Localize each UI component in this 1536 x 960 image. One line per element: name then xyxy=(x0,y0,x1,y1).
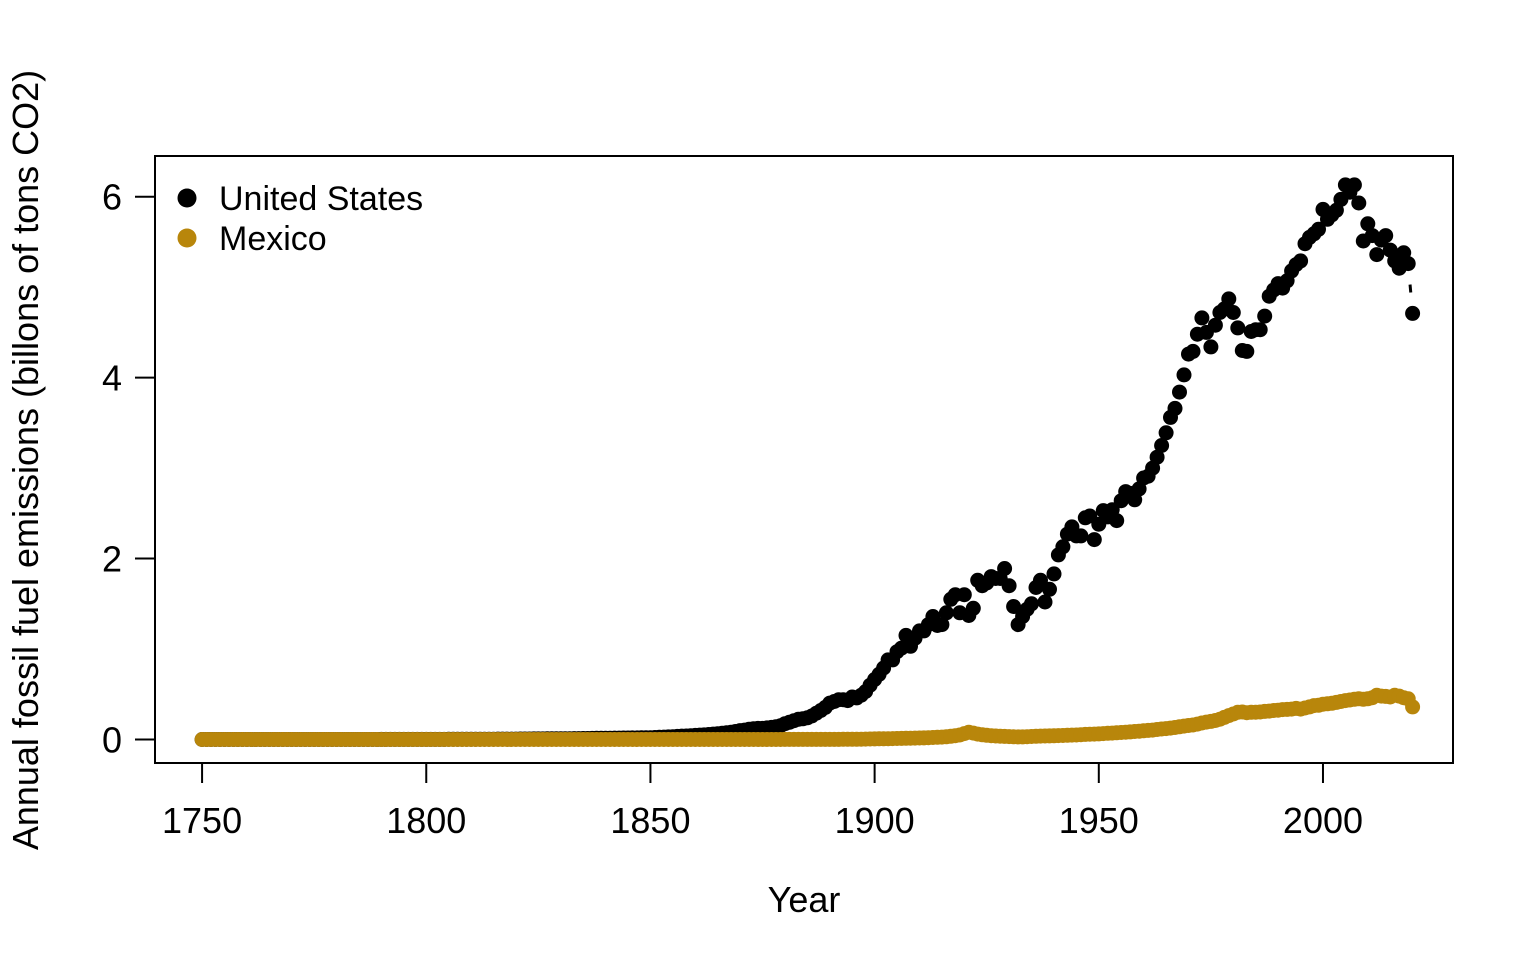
data-point xyxy=(1086,532,1102,548)
data-point xyxy=(1369,247,1385,263)
x-axis-title: Year xyxy=(768,879,841,920)
y-tick-label: 2 xyxy=(102,539,122,580)
data-point xyxy=(1405,699,1421,715)
data-point xyxy=(1172,384,1187,400)
data-point xyxy=(1154,438,1170,453)
x-tick-label: 1750 xyxy=(162,800,242,841)
legend-label-united-states: United States xyxy=(219,180,423,218)
data-point xyxy=(1230,320,1246,336)
data-point xyxy=(1257,308,1273,324)
y-tick-label: 4 xyxy=(102,358,122,399)
series-connector xyxy=(1408,284,1413,293)
data-point xyxy=(1311,221,1326,237)
y-tick-label: 6 xyxy=(102,177,122,218)
x-tick-label: 1950 xyxy=(1059,800,1139,841)
data-point xyxy=(1001,578,1017,594)
x-tick-label: 1900 xyxy=(835,800,915,841)
data-point xyxy=(956,587,972,603)
data-point xyxy=(1351,195,1367,211)
data-point xyxy=(1207,317,1223,333)
data-point xyxy=(1194,310,1210,326)
data-point xyxy=(1360,216,1376,232)
data-point xyxy=(1400,256,1416,272)
series-united-states xyxy=(194,177,1421,747)
data-point xyxy=(1378,228,1394,244)
data-point xyxy=(1405,305,1421,321)
data-point xyxy=(1176,367,1192,383)
legend-label-mexico: Mexico xyxy=(219,220,327,258)
plot-frame xyxy=(154,155,1454,764)
x-tick-label: 1800 xyxy=(386,800,466,841)
data-series-layer xyxy=(194,177,1421,747)
legend-marker-united-states xyxy=(177,188,197,208)
data-point xyxy=(997,561,1013,576)
y-tick-label: 0 xyxy=(102,719,122,760)
data-point xyxy=(1185,343,1201,359)
legend-marker-mexico xyxy=(177,228,197,248)
data-point xyxy=(965,600,981,616)
series-mexico xyxy=(194,687,1421,747)
x-tick-label: 1850 xyxy=(610,800,690,841)
y-axis: 0 2 4 6 xyxy=(102,177,155,760)
data-point xyxy=(1109,513,1125,529)
x-tick-label: 2000 xyxy=(1283,800,1363,841)
data-point xyxy=(1158,425,1174,441)
data-point xyxy=(1055,539,1071,555)
data-point xyxy=(1149,449,1165,465)
data-point xyxy=(1293,253,1309,269)
data-point xyxy=(1239,343,1255,359)
x-axis: 1750 1800 1850 1900 1950 2000 xyxy=(162,763,1363,841)
data-point xyxy=(1037,594,1053,610)
data-point xyxy=(1221,291,1237,307)
data-point xyxy=(1046,566,1062,582)
data-point xyxy=(938,605,954,621)
data-point xyxy=(1346,177,1362,193)
y-axis-title: Annual fossil fuel emissions (billons of… xyxy=(5,70,46,850)
data-point xyxy=(1167,400,1183,416)
data-point xyxy=(934,617,950,633)
data-point xyxy=(1073,528,1089,544)
legend: United States Mexico xyxy=(177,180,423,258)
data-point xyxy=(1225,305,1241,320)
data-point xyxy=(1024,596,1039,612)
data-point xyxy=(1042,581,1057,597)
data-point xyxy=(1203,339,1219,355)
data-point xyxy=(1006,599,1022,614)
data-point xyxy=(1252,322,1268,338)
